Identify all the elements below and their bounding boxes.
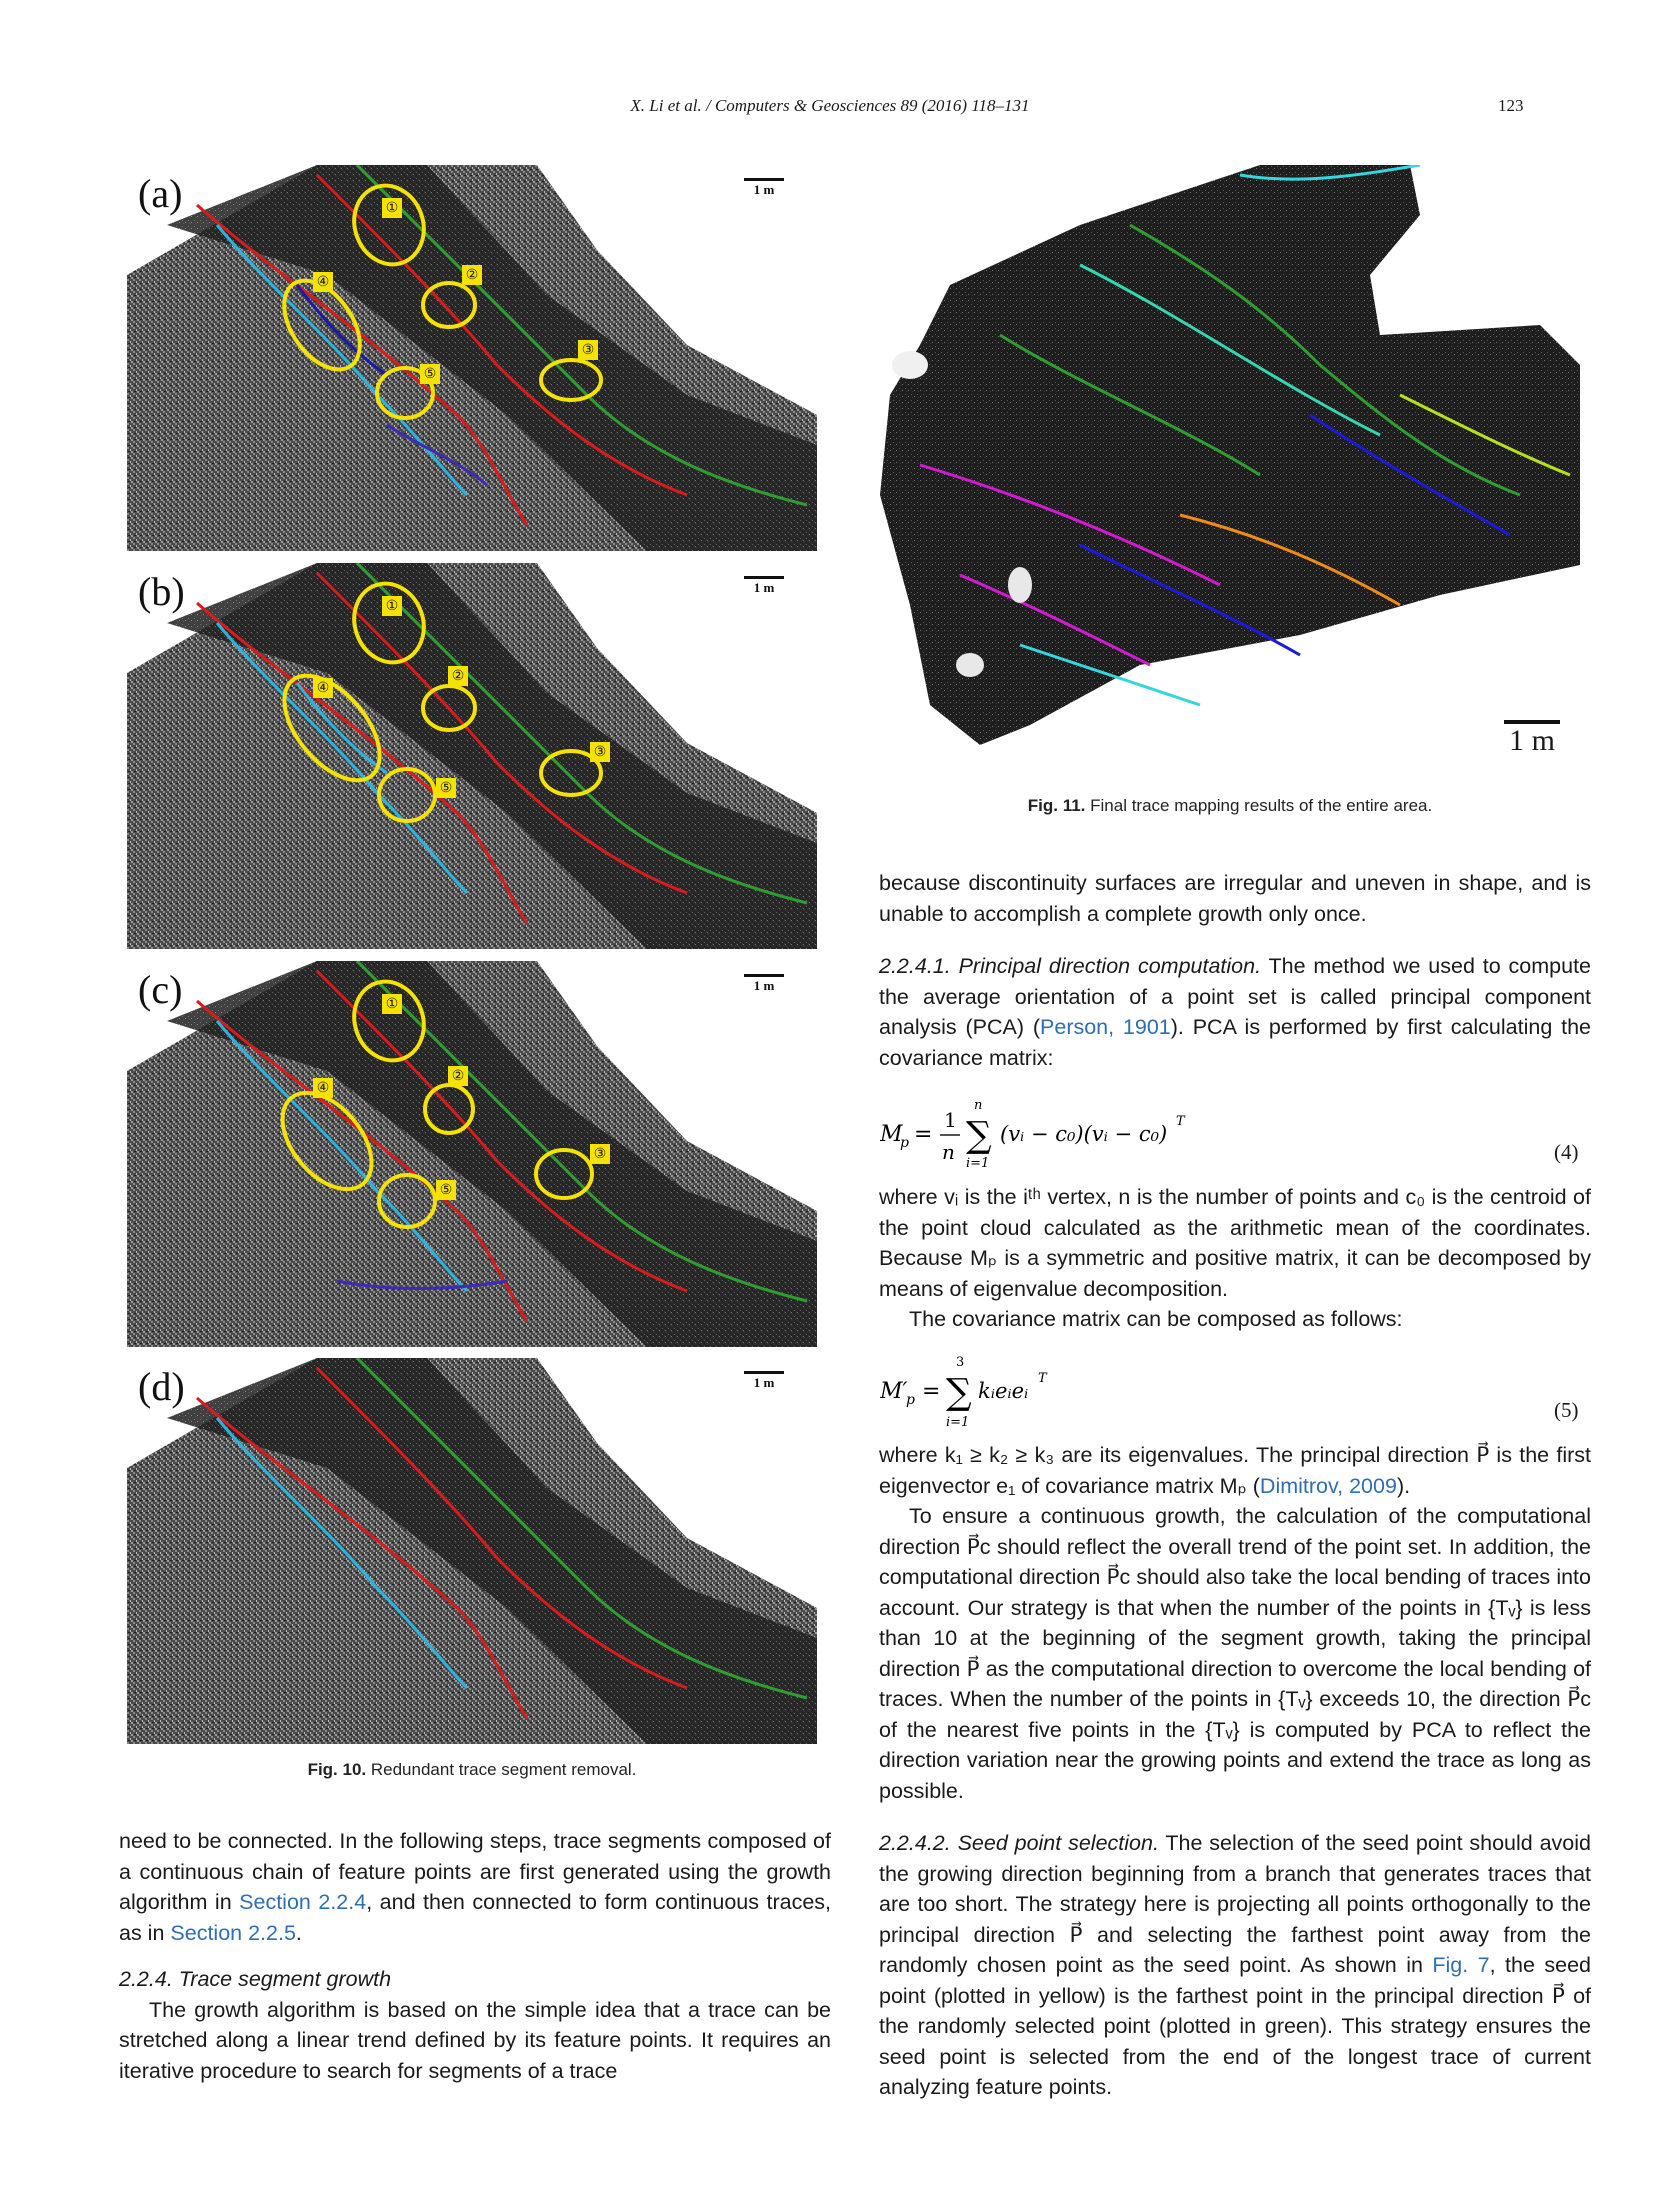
section-heading-2-2-4: 2.2.4. Trace segment growth — [119, 1967, 392, 1991]
left-column: need to be connected. In the following s… — [119, 1826, 831, 2086]
figure10-panel-b — [127, 563, 817, 949]
figure10-caption-text: Redundant trace segment removal. — [370, 1760, 637, 1779]
marker-2: ② — [462, 265, 482, 285]
figure11-scale-bar: 1 m — [1504, 720, 1560, 758]
subsection-heading-2-2-4-1: 2.2.4.1. Principal direction computation… — [879, 954, 1262, 978]
link-fig-7[interactable]: Fig. 7 — [1432, 1953, 1490, 1977]
scale-bar-a: 1 m — [744, 178, 784, 198]
figure11-caption-text: Final trace mapping results of the entir… — [1090, 796, 1433, 815]
marker-2: ② — [448, 1066, 468, 1086]
equation-5-number: (5) — [1554, 1398, 1579, 1422]
svg-text:i=1: i=1 — [966, 1156, 989, 1170]
panel-label-a: (a) — [138, 171, 183, 216]
figure10-caption-label: Fig. 10. — [307, 1760, 367, 1779]
svg-text:M: M — [880, 1122, 903, 1147]
marker-1: ① — [382, 994, 402, 1014]
figure10-panel-d — [127, 1358, 817, 1744]
right-paragraph-5: To ensure a continuous growth, the calcu… — [879, 1504, 1591, 1803]
page-header: X. Li et al. / Computers & Geosciences 8… — [0, 96, 1654, 126]
svg-text:n: n — [942, 1140, 955, 1164]
link-person-1901[interactable]: Person, 1901 — [1040, 1015, 1171, 1039]
marker-4: ④ — [313, 1078, 333, 1098]
right-paragraph-4: where k₁ ≥ k₂ ≥ k₃ are its eigenvalues. … — [879, 1443, 1591, 1498]
right-column-top: because discontinuity surfaces are irreg… — [879, 868, 1591, 1073]
right-paragraph-3: The covariance matrix can be composed as… — [909, 1307, 1403, 1331]
subsection-heading-2-2-4-2: 2.2.4.2. Seed point selection. — [879, 1831, 1159, 1855]
svg-text:n: n — [974, 1098, 982, 1113]
marker-3: ③ — [590, 1144, 610, 1164]
svg-text:∑: ∑ — [946, 1372, 972, 1413]
svg-text:=: = — [914, 1122, 932, 1147]
marker-5: ⑤ — [436, 778, 456, 798]
link-dimitrov-2009[interactable]: Dimitrov, 2009 — [1259, 1473, 1397, 1498]
marker-4: ④ — [313, 678, 333, 698]
left-paragraph-1: need to be connected. In the following s… — [119, 1829, 831, 1945]
figure11-image — [880, 163, 1580, 765]
right-paragraph-6: 2.2.4.2. Seed point selection. The selec… — [879, 1831, 1591, 2099]
running-head: X. Li et al. / Computers & Geosciences 8… — [630, 96, 1030, 115]
svg-text:T: T — [1038, 1371, 1048, 1386]
marker-5: ⑤ — [420, 364, 440, 384]
link-section-2-2-4[interactable]: Section 2.2.4 — [239, 1890, 367, 1914]
marker-1: ① — [382, 596, 402, 616]
equation-5: M′ p = 3 ∑ i=1 kᵢeᵢeᵢ T — [879, 1350, 1580, 1430]
svg-text:=: = — [922, 1379, 940, 1404]
svg-text:i=1: i=1 — [946, 1415, 969, 1430]
svg-text:∑: ∑ — [966, 1115, 992, 1156]
figure10-caption: Fig. 10. Redundant trace segment removal… — [0, 1760, 944, 1780]
svg-text:M′: M′ — [880, 1379, 908, 1404]
figure10-panel-a — [127, 165, 817, 551]
figure11-caption-label: Fig. 11. — [1027, 796, 1086, 815]
figure11-caption: Fig. 11. Final trace mapping results of … — [880, 796, 1580, 816]
right-paragraph-2: where vᵢ is the iᵗʰ vertex, n is the num… — [879, 1185, 1591, 1301]
svg-text:1: 1 — [944, 1108, 957, 1132]
scale-bar-c: 1 m — [744, 974, 784, 994]
marker-1: ① — [382, 198, 402, 218]
equation-4: M p = 1 n n ∑ i=1 (vᵢ − c₀)(vᵢ − c₀) T — [879, 1095, 1580, 1171]
marker-4: ④ — [313, 272, 333, 292]
left-paragraph-2: The growth algorithm is based on the sim… — [119, 1997, 831, 2083]
svg-text:p: p — [906, 1392, 915, 1408]
svg-text:3: 3 — [956, 1355, 964, 1370]
page-number: 123 — [1498, 96, 1524, 115]
marker-3: ③ — [590, 742, 610, 762]
svg-text:(vᵢ − c₀)(vᵢ − c₀): (vᵢ − c₀)(vᵢ − c₀) — [1000, 1122, 1167, 1146]
scale-bar-d: 1 m — [744, 1371, 784, 1391]
marker-2: ② — [448, 666, 468, 686]
marker-3: ③ — [578, 340, 598, 360]
right-paragraph-0: because discontinuity surfaces are irreg… — [879, 871, 1591, 926]
svg-text:kᵢeᵢeᵢ: kᵢeᵢeᵢ — [978, 1379, 1028, 1403]
right-paragraph-1: 2.2.4.1. Principal direction computation… — [879, 954, 1591, 1070]
svg-text:T: T — [1176, 1114, 1186, 1129]
marker-5: ⑤ — [436, 1180, 456, 1200]
panel-label-b: (b) — [138, 569, 185, 614]
panel-label-c: (c) — [138, 967, 183, 1012]
figure10-panel-c — [127, 961, 817, 1347]
scale-bar-b: 1 m — [744, 576, 784, 596]
right-column-mid: where vᵢ is the iᵗʰ vertex, n is the num… — [879, 1182, 1591, 1335]
equation-4-number: (4) — [1554, 1140, 1579, 1164]
svg-text:p: p — [900, 1135, 909, 1151]
panel-label-d: (d) — [138, 1364, 185, 1409]
right-column-bottom: where k₁ ≥ k₂ ≥ k₃ are its eigenvalues. … — [879, 1440, 1591, 2103]
link-section-2-2-5[interactable]: Section 2.2.5 — [170, 1920, 296, 1945]
